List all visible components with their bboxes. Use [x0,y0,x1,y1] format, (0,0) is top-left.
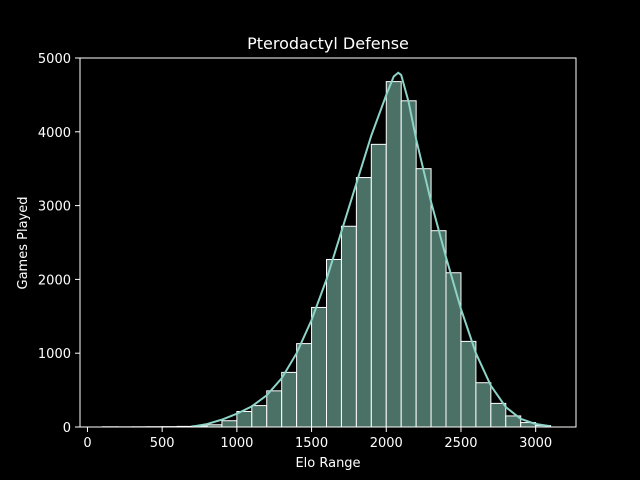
histogram-bar [355,177,372,428]
x-tick-label: 3000 [519,436,552,451]
y-tick-label: 0 [63,421,71,436]
x-tick-label: 0 [83,436,91,451]
x-axis-label: Elo Range [295,456,360,471]
y-axis-label: Games Played [16,197,31,290]
histogram-bar [326,258,342,428]
y-tick-label: 5000 [38,52,71,67]
y-tick-label: 1000 [38,347,71,362]
histogram-bar [236,411,253,428]
y-tick-label: 4000 [38,126,71,141]
histogram-bar [460,340,477,428]
x-tick-label: 1000 [220,436,253,451]
histogram-bar [251,405,268,428]
kde-curve [191,71,551,428]
histogram-bar [430,230,447,428]
y-tick-label: 2000 [38,273,71,288]
histogram-bar [490,402,507,428]
histogram-bar [296,343,313,428]
x-tick-label: 2000 [370,436,403,451]
bars-group [101,81,552,428]
histogram-bar [311,306,328,428]
x-tick-label: 500 [150,436,175,451]
x-tick-label: 1500 [295,436,328,451]
histogram-bar [400,100,417,428]
histogram-bar [340,225,357,428]
plot-frame [79,57,577,428]
histogram-bar [385,81,402,428]
histogram-bar [281,371,298,428]
chart-title: Pterodactyl Defense [247,34,409,53]
histogram-bar [221,420,238,428]
y-tick-label: 3000 [38,200,71,215]
x-tick-label: 2500 [444,436,477,451]
histogram-bar [266,390,283,428]
histogram-bar [370,143,387,428]
histogram-bar [445,272,462,428]
histogram-bar [475,382,492,428]
x-axis-ticks: 0 500 1000 1500 2000 2500 3000 [83,427,552,451]
y-axis-ticks: 0 1000 2000 3000 4000 5000 [38,52,80,436]
histogram-bar [415,168,432,428]
